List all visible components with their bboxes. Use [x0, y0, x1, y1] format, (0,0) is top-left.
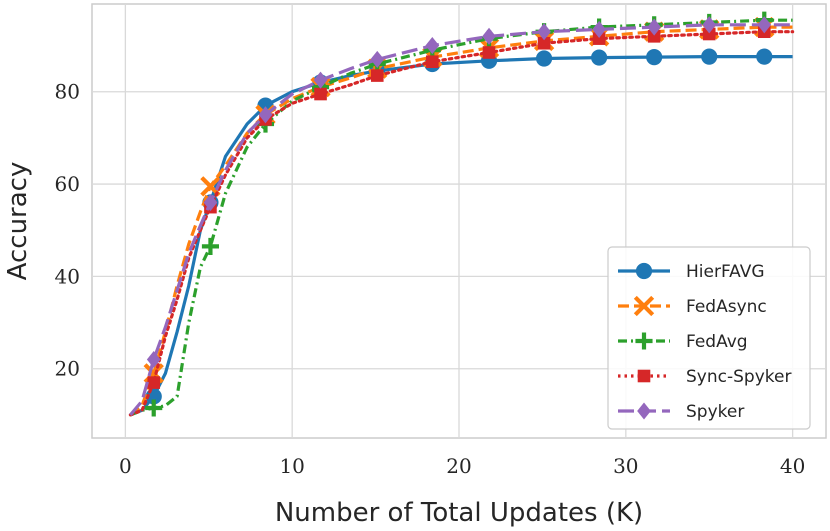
data-point: [702, 16, 717, 34]
legend-label: FedAvg: [686, 332, 748, 352]
data-point: [201, 237, 219, 255]
data-point: [203, 193, 218, 212]
legend-marker: [635, 262, 653, 280]
data-point: [592, 20, 606, 38]
legend-label: Spyker: [686, 402, 744, 422]
legend-marker: [635, 332, 653, 350]
data-point: [537, 23, 551, 41]
series-line-hierfavg: [129, 55, 793, 417]
data-point: [314, 87, 327, 101]
legend-item-fedasync: FedAsync: [618, 295, 767, 317]
x-axis-title: Number of Total Updates (K): [275, 498, 643, 528]
legend-marker: [637, 402, 651, 420]
data-point: [647, 30, 661, 43]
data-point: [537, 36, 551, 50]
data-point: [701, 48, 718, 65]
legend-label: HierFAVG: [686, 262, 765, 282]
series-line-fedavg: [129, 18, 793, 417]
y-tick-label: 80: [55, 80, 80, 104]
y-axis-title: Accuracy: [3, 162, 33, 281]
legend-label: FedAsync: [686, 297, 767, 317]
series-line-spyker: [129, 23, 793, 416]
legend-item-hierfavg: HierFAVG: [618, 262, 765, 282]
data-point: [145, 399, 163, 417]
legend-marker: [633, 295, 655, 317]
data-point: [757, 16, 772, 34]
data-point: [313, 71, 328, 89]
data-point: [258, 106, 273, 124]
data-point: [592, 32, 606, 45]
series-line-sync-spyker: [128, 30, 795, 417]
data-point: [147, 376, 161, 389]
y-tick-label: 20: [55, 357, 80, 381]
x-tick-labels: 0 10 20 30 40: [119, 454, 805, 478]
data-point: [702, 27, 716, 41]
data-point: [200, 176, 221, 197]
x-tick-label: 10: [279, 454, 304, 478]
legend-item-spyker: Spyker: [618, 402, 744, 422]
data-point: [370, 50, 385, 68]
data-point: [647, 18, 662, 36]
legend-item-sync-spyker: Sync-Spyker: [618, 367, 791, 387]
x-tick-label: 30: [613, 454, 638, 478]
legend-label: Sync-Spyker: [686, 367, 791, 387]
data-point: [482, 27, 496, 45]
data-point: [370, 69, 384, 82]
y-tick-labels: 20 40 60 80: [55, 80, 80, 381]
data-point: [646, 48, 663, 66]
y-tick-label: 60: [55, 172, 80, 196]
x-tick-label: 40: [780, 454, 805, 478]
legend-marker: [637, 369, 651, 383]
legend: HierFAVG FedAsync FedAvg Sync-Spyker Spyker: [607, 246, 811, 430]
x-tick-label: 0: [119, 454, 132, 478]
legend-box: [607, 246, 811, 430]
series-group: [128, 11, 795, 417]
series-spyker: [129, 16, 793, 416]
legend-item-fedavg: FedAvg: [618, 332, 748, 352]
data-point: [482, 46, 496, 59]
data-point: [426, 55, 439, 69]
data-point: [756, 48, 773, 65]
y-tick-label: 40: [55, 264, 80, 288]
data-point: [535, 50, 553, 67]
data-point: [591, 49, 608, 66]
data-point: [425, 37, 440, 55]
data-point: [146, 350, 161, 369]
x-tick-label: 20: [446, 454, 471, 478]
